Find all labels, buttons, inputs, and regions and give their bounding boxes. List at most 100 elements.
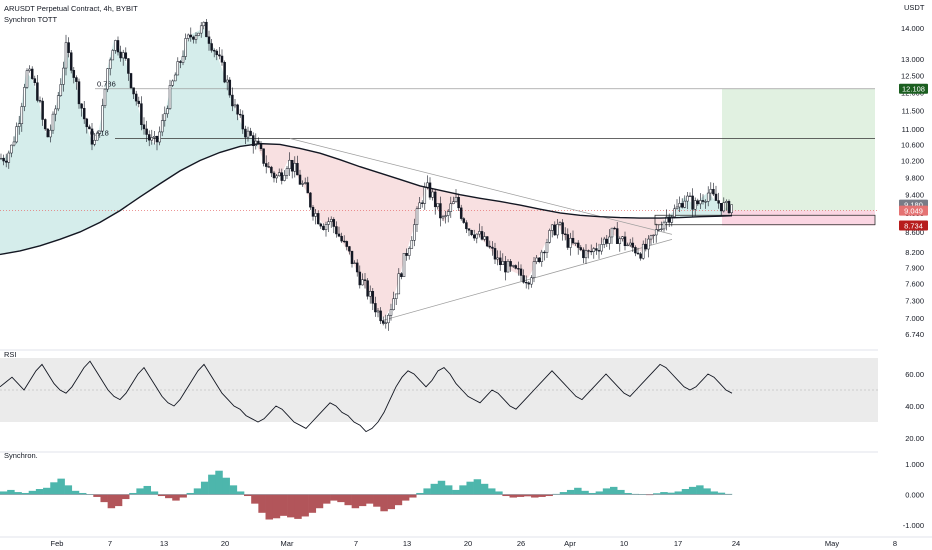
cloud-segment — [414, 183, 420, 228]
cloud-segment — [138, 106, 144, 199]
candle-body — [223, 62, 226, 83]
candle-body — [459, 207, 463, 219]
cloud-segment — [660, 217, 666, 225]
cloud-segment — [210, 40, 216, 157]
price-tag-9.049: 9.049 — [904, 207, 923, 216]
cloud-segment — [618, 217, 624, 242]
price-tick-label: 7.300 — [905, 297, 924, 306]
synchron-pane: Synchron. 1.000 0.000 -1.000 — [0, 451, 924, 530]
candle-body — [56, 95, 60, 110]
synchron-bar — [660, 492, 668, 495]
synchron-bar — [294, 494, 302, 519]
synchron-bar — [724, 493, 733, 495]
candle-body — [381, 320, 385, 324]
candle-body — [621, 236, 624, 240]
cloud-segment — [576, 214, 582, 252]
cloud-segment — [462, 195, 468, 228]
target-zone — [722, 88, 875, 211]
candle-body — [116, 40, 120, 53]
candle-body — [449, 203, 453, 212]
candle-body — [431, 191, 434, 198]
time-tick-label: 26 — [517, 539, 525, 548]
cloud-segment — [522, 205, 528, 279]
candle-body — [537, 257, 541, 262]
synchron-bar — [78, 492, 87, 495]
candle-body — [277, 172, 281, 177]
candle-body — [197, 32, 200, 36]
candle-body — [717, 200, 720, 204]
candle-body — [413, 224, 416, 241]
candle-body — [301, 183, 304, 185]
synchron-bar — [409, 494, 417, 498]
cloud-segment — [378, 172, 384, 319]
candle-body — [439, 203, 442, 219]
candle-body — [171, 80, 174, 86]
synchron-bar — [452, 489, 460, 495]
synchron-bar — [401, 494, 410, 501]
candle-body — [727, 201, 731, 214]
candle-body — [418, 202, 421, 209]
candle-body — [194, 35, 198, 40]
candle-body — [327, 221, 330, 225]
candle-body — [688, 195, 692, 197]
price-tick-label: 11.000 — [902, 125, 924, 134]
synchron-bar — [552, 493, 561, 495]
long-position-box[interactable] — [0, 88, 878, 226]
candle-body — [353, 262, 356, 264]
candle-body — [59, 84, 63, 96]
candle-body — [72, 70, 76, 78]
chart-title[interactable]: ARUSDT Perpetual Contract, 4h, BYBIT — [4, 4, 138, 13]
candle-body — [124, 52, 128, 59]
candle-body — [38, 100, 42, 102]
candle-body — [25, 70, 29, 88]
candle-body — [498, 257, 502, 265]
cloud-segment — [108, 40, 114, 218]
rsi-tick-label: 60.00 — [905, 370, 924, 379]
synchron-bar — [272, 494, 281, 519]
candle-body — [54, 108, 57, 115]
candle-body — [462, 218, 466, 223]
synchron-bar — [21, 492, 30, 495]
candle-body — [246, 130, 250, 138]
time-tick-label: 13 — [160, 539, 168, 548]
cloud-segment — [330, 156, 336, 230]
candle-body — [480, 231, 484, 240]
synchron-bar — [150, 491, 159, 495]
candle-body — [288, 159, 291, 169]
cloud-segment — [300, 148, 306, 191]
candle-body — [98, 130, 102, 134]
candle-body — [626, 244, 629, 247]
synchron-bar — [366, 494, 374, 504]
candle-body — [350, 250, 354, 264]
synchron-bar — [208, 474, 216, 495]
candle-body — [665, 216, 668, 223]
candle-body — [379, 310, 382, 322]
candle-body — [181, 56, 185, 63]
candle-body — [454, 197, 458, 202]
candle-body — [553, 224, 557, 236]
candle-body — [215, 50, 219, 56]
candle-body — [137, 100, 141, 104]
synchron-bar — [538, 494, 546, 497]
indicator-name[interactable]: Synchron TOTT — [4, 15, 58, 24]
candle-body — [545, 242, 549, 253]
candle-body — [571, 237, 575, 244]
cloud-segment — [96, 113, 102, 225]
candle-body — [488, 245, 492, 248]
price-tick-label: 9.800 — [905, 173, 924, 182]
synchron-bar — [344, 494, 352, 506]
time-tick-label: 7 — [108, 539, 112, 548]
synchron-bar — [681, 489, 690, 495]
synchron-bar — [516, 494, 525, 497]
candle-body — [205, 21, 208, 38]
candle-body — [420, 202, 424, 204]
candle-body — [150, 137, 154, 141]
candle-body — [631, 242, 635, 248]
candle-body — [600, 244, 603, 252]
synchron-bar — [315, 494, 324, 509]
candle-body — [618, 238, 622, 244]
rsi-pane: RSI 60.00 40.00 20.00 — [0, 349, 924, 443]
candle-body — [701, 200, 705, 202]
cloud-segment — [360, 166, 366, 290]
